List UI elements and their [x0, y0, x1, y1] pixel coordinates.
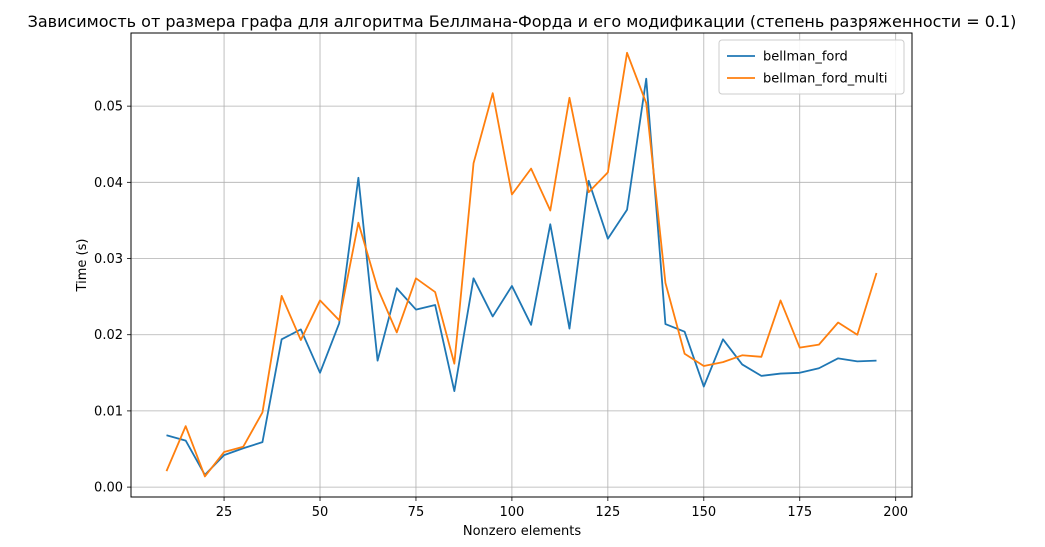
series-line-bellman-ford-multi — [165, 51, 878, 478]
y-tick-label: 0.04 — [94, 176, 123, 191]
y-axis: 0.00 0.01 0.02 0.03 0.04 0.05 — [94, 100, 131, 496]
x-tick-label: 75 — [408, 505, 425, 520]
x-tick-label: 175 — [787, 505, 812, 520]
y-axis-label: Time (s) — [75, 239, 90, 293]
grid — [131, 33, 912, 497]
legend-box — [718, 39, 905, 95]
plot-lines — [165, 51, 878, 478]
legend-label: bellman_ford_multi — [763, 72, 887, 87]
x-axis: 25 50 75 100 125 150 175 200 — [216, 497, 908, 520]
x-tick-label: 150 — [691, 505, 716, 520]
series-line-bellman-ford — [166, 77, 877, 476]
legend: bellman_ford bellman_ford_multi — [718, 39, 905, 95]
chart-title: Зависимость от размера графа для алгорит… — [28, 12, 1017, 31]
y-tick-label: 0.00 — [94, 481, 123, 496]
y-tick-label: 0.05 — [94, 100, 123, 115]
y-tick-label: 0.01 — [94, 404, 123, 419]
x-tick-label: 125 — [595, 505, 620, 520]
y-tick-label: 0.03 — [94, 252, 123, 267]
y-tick-label: 0.02 — [94, 328, 123, 343]
x-tick-label: 50 — [312, 505, 329, 520]
x-axis-label: Nonzero elements — [463, 524, 581, 539]
plot-frame — [130, 32, 913, 498]
x-tick-label: 200 — [883, 505, 908, 520]
legend-label: bellman_ford — [763, 50, 848, 65]
x-tick-label: 25 — [216, 505, 233, 520]
x-tick-label: 100 — [499, 505, 524, 520]
